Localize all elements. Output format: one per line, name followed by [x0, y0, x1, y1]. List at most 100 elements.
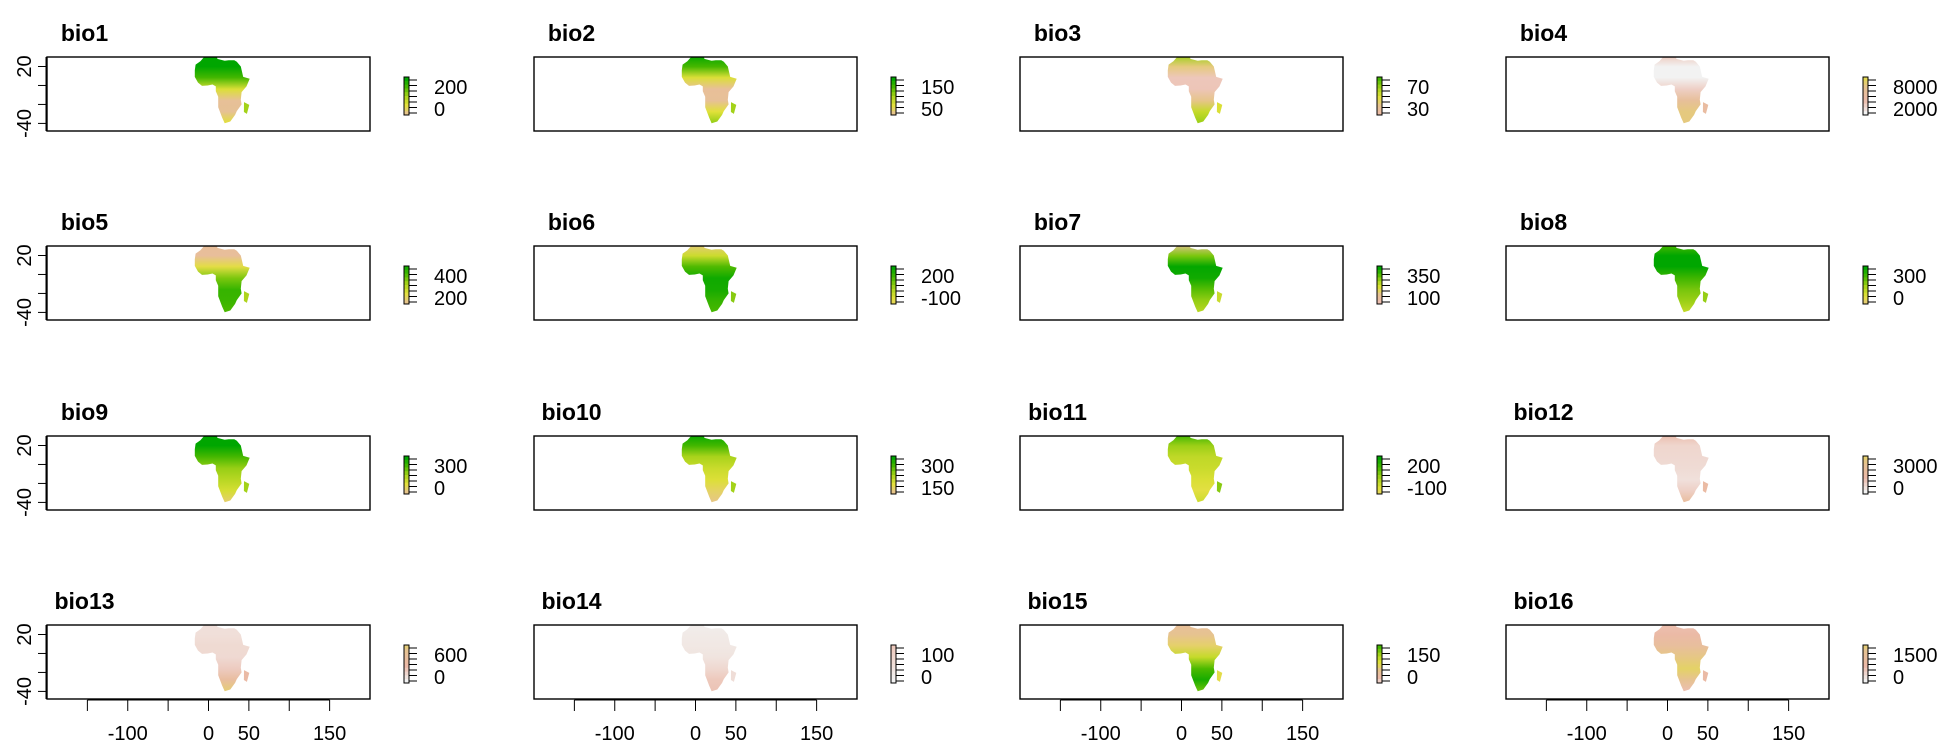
legend-swatch [404, 656, 409, 661]
raster-layer [681, 625, 737, 692]
legend-swatch [404, 88, 409, 93]
raster-layer [1653, 625, 1709, 692]
map-panel-bio6: bio6 200-100 [533, 209, 961, 321]
legend-label-high: 300 [434, 456, 467, 478]
legend-swatch [1863, 99, 1868, 105]
legend-swatch [404, 296, 409, 301]
legend-swatch [891, 288, 896, 294]
raster-madagascar [1216, 291, 1223, 303]
legend-label-high: 300 [1893, 266, 1926, 288]
raster-africa [194, 246, 250, 313]
legend-swatch [1863, 679, 1868, 684]
legend-swatch [1863, 111, 1868, 116]
legend-swatch [1377, 296, 1382, 301]
legend-swatch [1863, 266, 1868, 271]
legend-swatch [1863, 660, 1868, 665]
legend-swatch [404, 266, 409, 271]
legend-swatch [891, 667, 896, 673]
x-tick-label: 150 [800, 723, 833, 745]
y-tick-label-40: -40 [14, 298, 36, 327]
legend-swatch [1863, 652, 1868, 657]
panel-frame [1019, 624, 1344, 700]
legend-swatch [891, 300, 896, 305]
legend-swatch [1377, 664, 1382, 669]
legend-swatch [404, 478, 409, 484]
legend-swatch [1863, 300, 1868, 305]
panel-title: bio6 [548, 209, 595, 235]
legend-swatch [1863, 288, 1868, 294]
raster-layer [1653, 57, 1709, 124]
panel-frame [1505, 624, 1830, 700]
legend-label-low: 2000 [1893, 99, 1938, 121]
legend-swatch [1377, 459, 1382, 465]
legend-swatch [1863, 645, 1868, 650]
raster-africa [1167, 436, 1223, 503]
x-tick-label: 50 [1211, 723, 1233, 745]
raster-layer [1653, 430, 1709, 503]
legend-swatch [1377, 266, 1382, 271]
legend-swatch [404, 660, 409, 665]
legend-swatch [1377, 667, 1382, 673]
legend-label-low: 150 [921, 478, 954, 500]
legend-swatch [1863, 467, 1868, 472]
legend-swatch [1863, 471, 1868, 476]
legend-swatch [1863, 285, 1868, 290]
legend-swatch [1863, 296, 1868, 301]
legend-swatch [1377, 467, 1382, 472]
legend-swatch [1863, 103, 1868, 108]
legend-swatch [891, 103, 896, 108]
legend-swatch [404, 96, 409, 101]
raster-layer [194, 436, 250, 503]
raster-madagascar [730, 481, 737, 493]
legend-label-low: 30 [1407, 99, 1429, 121]
x-tick-label: -100 [1567, 723, 1607, 745]
legend-swatch [1863, 486, 1868, 491]
raster-madagascar [243, 670, 250, 682]
y-tick-label-40: -40 [14, 677, 36, 706]
raster-europe [1659, 430, 1701, 435]
legend-swatch [404, 77, 409, 82]
raster-madagascar [1702, 102, 1709, 114]
legend-swatch [891, 652, 896, 657]
legend-swatch [1377, 285, 1382, 290]
legend-swatch [404, 664, 409, 669]
legend-swatch [891, 285, 896, 290]
legend-label-high: 300 [921, 456, 954, 478]
legend-swatch [404, 675, 409, 680]
legend-swatch [1377, 281, 1382, 286]
legend-swatch [1377, 652, 1382, 657]
legend-swatch [891, 281, 896, 286]
legend-swatch [891, 475, 896, 480]
raster-layer [1167, 625, 1223, 692]
panel-title: bio10 [541, 399, 601, 425]
panel-frame [46, 624, 371, 700]
legend-label-low: 0 [1893, 667, 1904, 689]
legend-swatch [891, 92, 896, 97]
raster-europe [200, 240, 242, 245]
panel-frame [1505, 56, 1830, 132]
legend-swatch [404, 667, 409, 673]
legend-swatch [404, 103, 409, 108]
legend-swatch [891, 664, 896, 669]
raster-africa [1653, 246, 1709, 313]
legend-swatch [1377, 88, 1382, 93]
legend-label-high: 8000 [1893, 77, 1938, 99]
legend-swatch [1863, 269, 1868, 275]
legend-swatch [891, 671, 896, 676]
raster-madagascar [243, 481, 250, 493]
legend-swatch [1377, 103, 1382, 108]
panel-title: bio1 [61, 20, 108, 46]
legend-swatch [1377, 463, 1382, 468]
legend-swatch [1377, 80, 1382, 86]
legend-swatch [404, 99, 409, 105]
panel-title: bio13 [54, 588, 114, 614]
legend-swatch [1863, 459, 1868, 465]
raster-europe [200, 619, 242, 624]
